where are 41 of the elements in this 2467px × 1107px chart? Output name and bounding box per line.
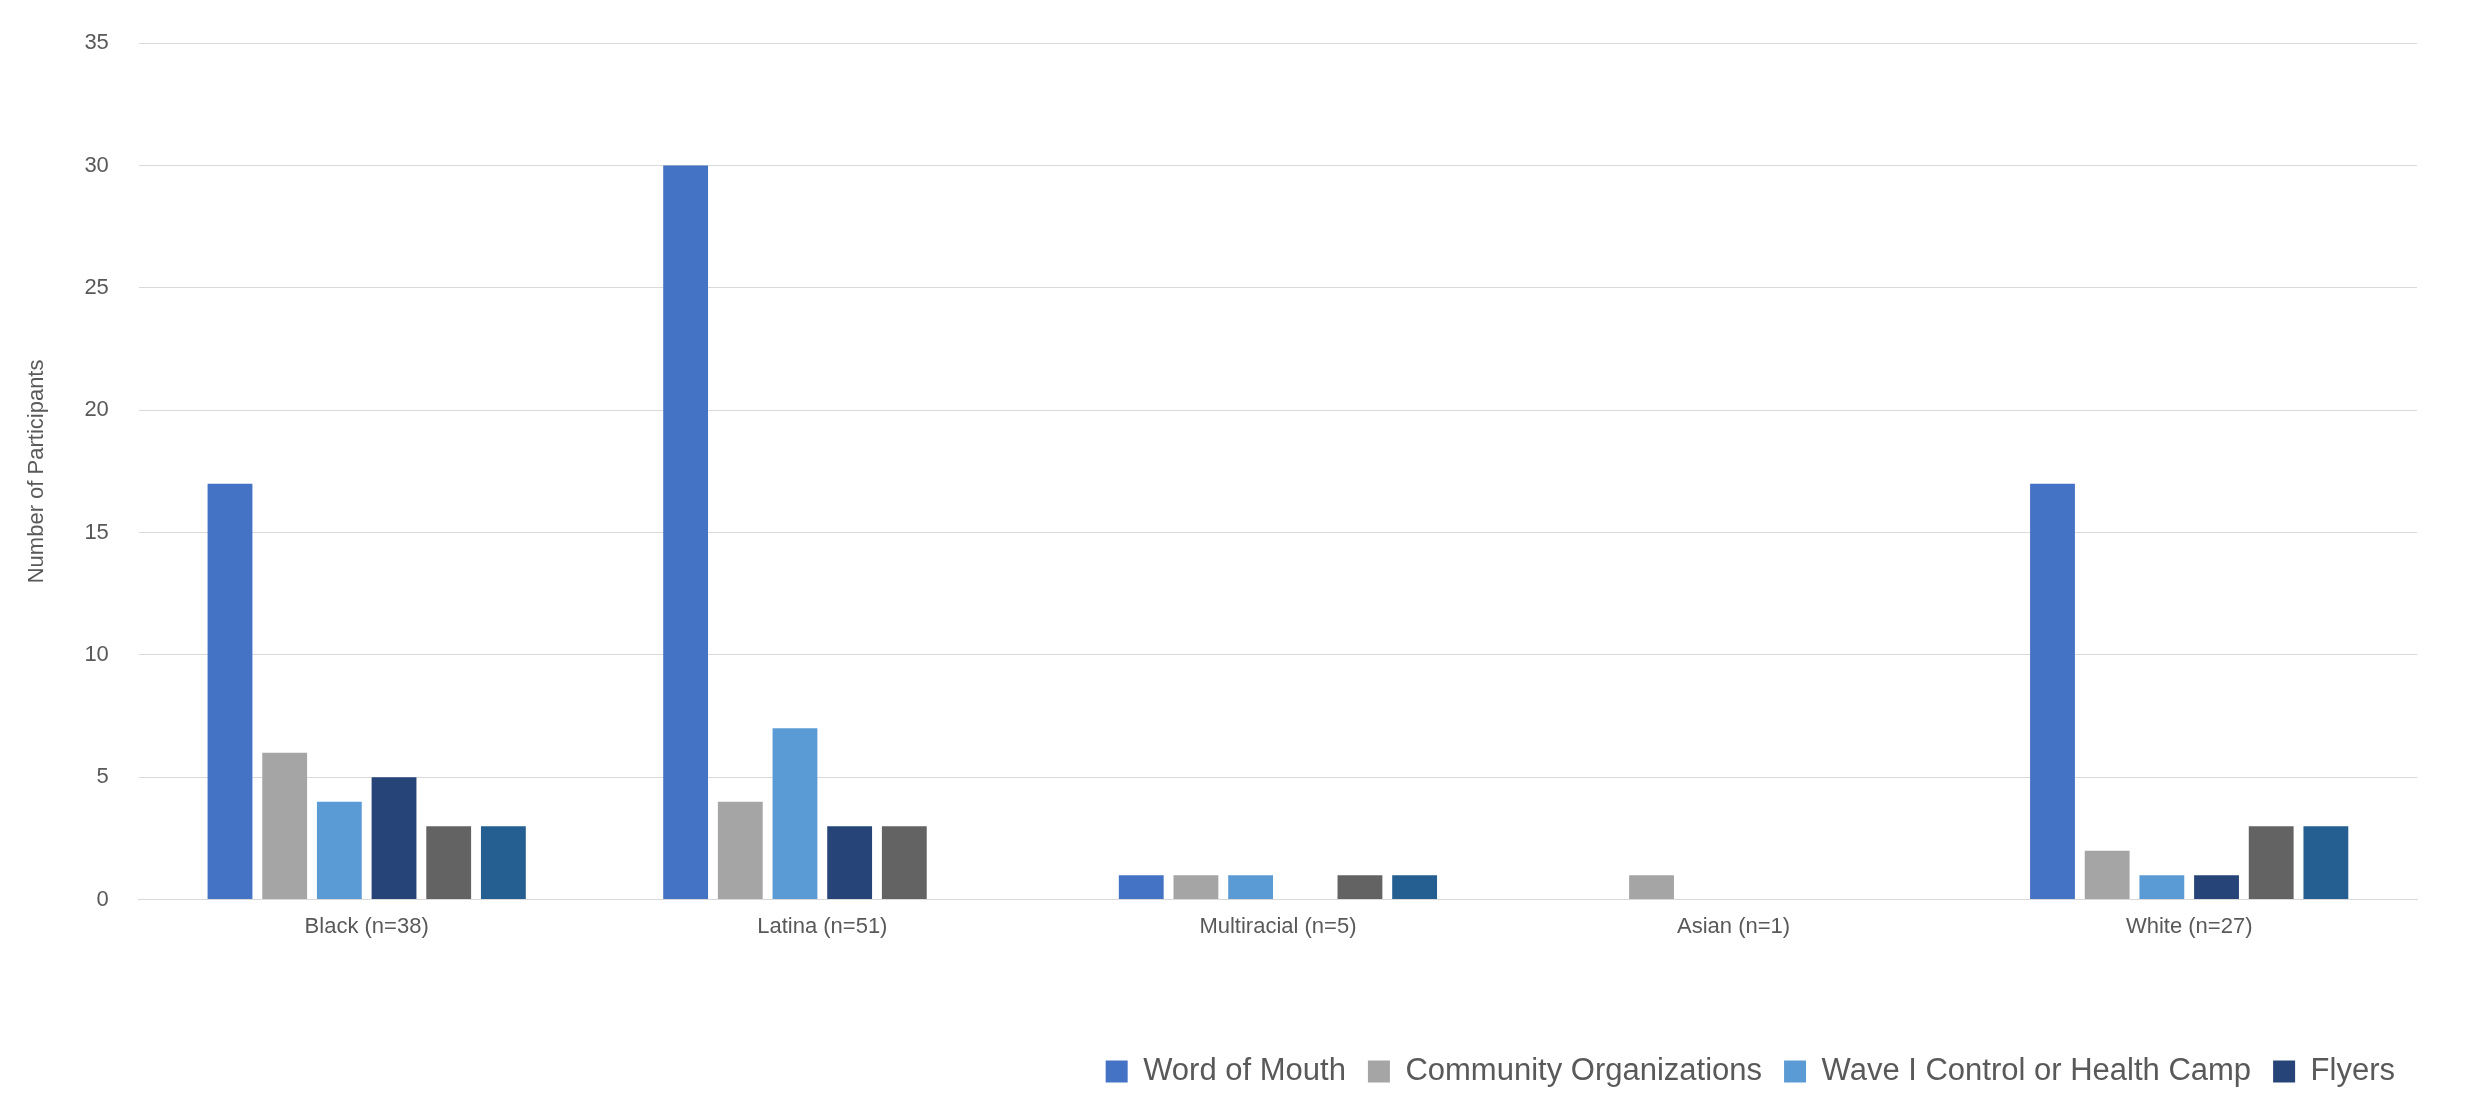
bar [827,826,873,900]
bar [717,801,763,900]
y-axis-title: Number of Participants [23,359,49,584]
bar [881,826,927,900]
bar [207,483,253,900]
bar [316,801,362,900]
bar [2248,826,2294,900]
y-tick-label: 25 [84,273,109,299]
bar [663,165,709,900]
bar [371,777,417,900]
bar [1118,875,1164,900]
bar [262,752,308,900]
bar [1629,875,1674,900]
bar [1392,875,1438,900]
bar [2030,483,2075,900]
bar [2303,826,2349,900]
y-tick-label: 15 [84,518,109,544]
x-tick-label: Multiracial (n=5) [1199,912,1357,938]
y-tick-label: 0 [96,885,109,911]
bar [426,826,472,900]
x-tick-label: Black (n=38) [304,912,429,938]
y-tick-label: 20 [84,396,109,422]
x-tick-label: Latina (n=51) [757,912,888,938]
y-tick-label: 5 [96,763,109,789]
x-tick-label: Asian (n=1) [1677,912,1791,938]
bar [772,728,818,900]
legend-label: Community Organizations [1405,1052,1763,1088]
y-tick-label: 30 [84,151,109,177]
bar [1337,875,1383,900]
bar [1228,875,1274,900]
x-tick-label: White (n=27) [2125,912,2253,938]
bar [2139,875,2185,900]
bar [2084,850,2130,900]
legend-label: Word of Mouth [1143,1052,1346,1088]
legend-label: Wave I Control or Health Camp [1821,1052,2252,1088]
y-tick-label: 35 [84,29,109,55]
bar [2194,875,2239,900]
bar [480,826,526,900]
y-tick-label: 10 [84,640,109,666]
legend-label: Flyers [2310,1052,2395,1088]
bar [1173,875,1219,900]
